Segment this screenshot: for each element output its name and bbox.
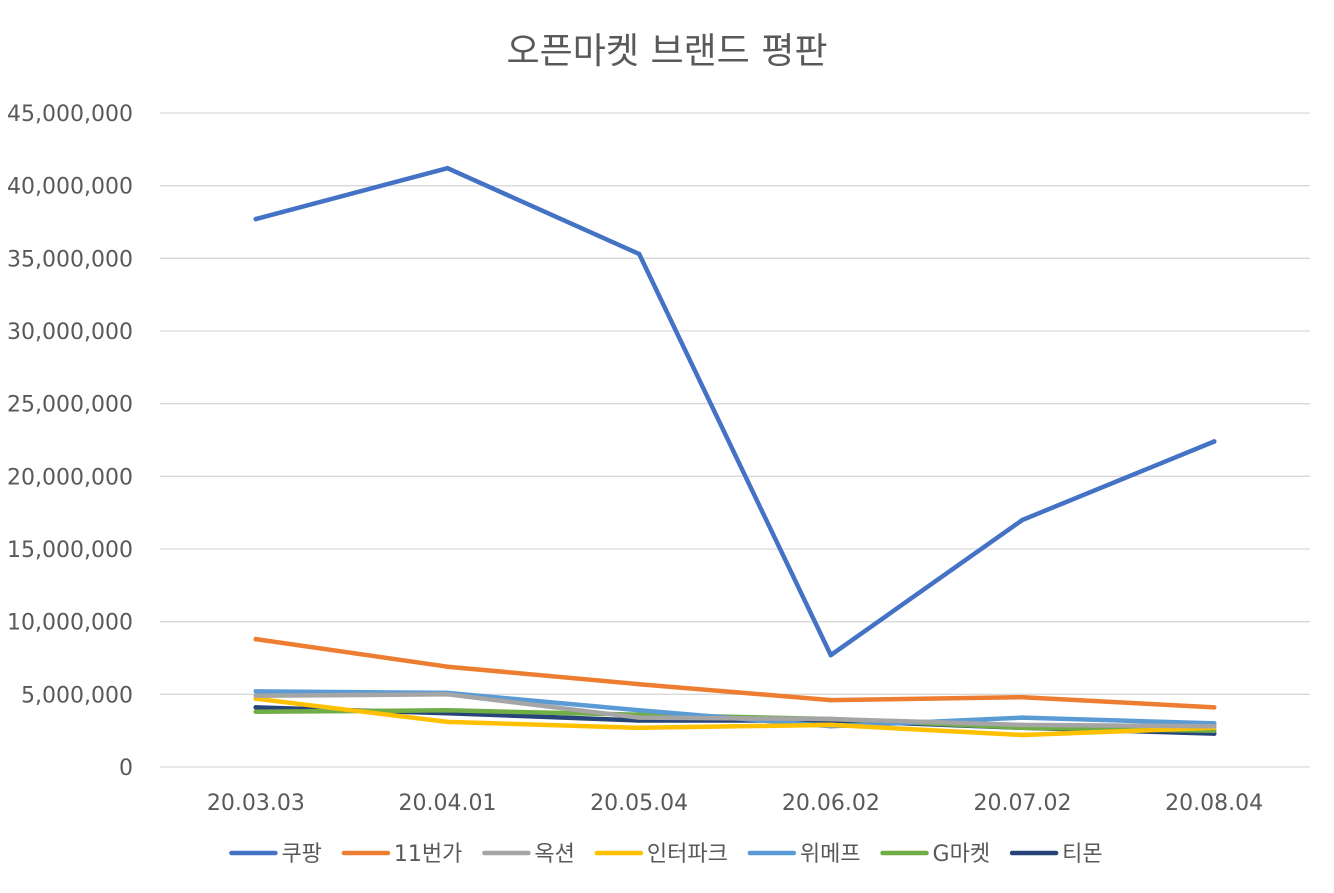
data-point (445, 708, 450, 713)
y-axis-ticks: 0 5,000,000 10,000,000 15,000,000 20,000,000… (7, 102, 133, 781)
x-tick-label: 20.05.04 (590, 791, 688, 816)
data-point (1020, 694, 1025, 700)
legend-item[interactable]: 인터파크 (594, 842, 728, 867)
legend-item[interactable]: 11번가 (341, 842, 462, 867)
y-tick-label: 45,000,000 (7, 102, 133, 127)
data-point (636, 708, 642, 713)
data-point (445, 719, 450, 725)
data-point (1211, 724, 1217, 729)
data-point (253, 709, 259, 715)
data-point (253, 636, 259, 642)
y-tick-label: 20,000,000 (7, 465, 133, 490)
data-point (445, 165, 450, 171)
series-line-2 (253, 692, 1217, 729)
gridlines (160, 112, 1310, 768)
x-tick-label: 20.03.03 (207, 791, 305, 816)
legend-item[interactable]: 쿠팡 (229, 842, 322, 867)
data-point (1211, 705, 1217, 710)
data-point (636, 681, 642, 687)
legend[interactable]: 쿠팡 11번가 옥션 인터파크 위메프 G마켓 티몬 (229, 842, 1103, 867)
x-axis-ticks: 20.03.03 20.04.01 20.05.04 20.06.02 20.07.02… (207, 791, 1263, 816)
legend-label: 티몬 (1062, 842, 1102, 867)
data-point (636, 251, 642, 257)
x-tick-label: 20.07.02 (974, 791, 1072, 816)
y-tick-label: 10,000,000 (7, 611, 133, 636)
y-tick-label: 40,000,000 (7, 175, 133, 200)
chart-title: 오픈마켓 브랜드 평판 (507, 31, 828, 72)
data-point (828, 722, 834, 728)
y-tick-label: 25,000,000 (7, 393, 133, 418)
data-point (253, 705, 259, 710)
legend-label: 인터파크 (647, 842, 728, 867)
data-point (828, 652, 834, 658)
x-tick-label: 20.06.02 (782, 791, 880, 816)
y-tick-label: 0 (119, 756, 133, 781)
legend-label: 11번가 (394, 842, 462, 867)
legend-item[interactable]: 티몬 (1009, 842, 1103, 867)
legend-label: 쿠팡 (281, 842, 321, 867)
y-tick-label: 30,000,000 (7, 320, 133, 345)
data-point (636, 725, 642, 731)
legend-item[interactable]: G마켓 (880, 842, 991, 867)
data-point (253, 689, 259, 694)
legend-item[interactable]: 옥션 (482, 842, 575, 867)
y-tick-label: 15,000,000 (7, 538, 133, 563)
legend-label: 옥션 (534, 842, 574, 867)
data-point (636, 715, 642, 720)
data-point (445, 692, 450, 697)
legend-label: 위메프 (800, 842, 861, 867)
data-point (253, 693, 259, 699)
y-tick-label: 35,000,000 (7, 247, 133, 272)
y-tick-label: 5,000,000 (21, 683, 133, 708)
legend-label: G마켓 (933, 842, 991, 867)
data-point (1020, 722, 1025, 728)
data-point (1020, 732, 1025, 738)
series-line-0 (253, 165, 1217, 658)
data-point (1211, 439, 1217, 444)
data-point (253, 216, 259, 222)
data-point (1020, 715, 1025, 720)
legend-item[interactable]: 위메프 (747, 842, 861, 867)
data-point (445, 664, 450, 670)
x-tick-label: 20.08.04 (1165, 791, 1263, 816)
data-point (828, 716, 834, 722)
series-lines (253, 165, 1217, 738)
series-line-1 (253, 636, 1217, 710)
data-point (1020, 517, 1025, 523)
x-tick-label: 20.04.01 (399, 791, 497, 816)
data-point (828, 697, 834, 703)
series-line-3 (253, 696, 1217, 738)
